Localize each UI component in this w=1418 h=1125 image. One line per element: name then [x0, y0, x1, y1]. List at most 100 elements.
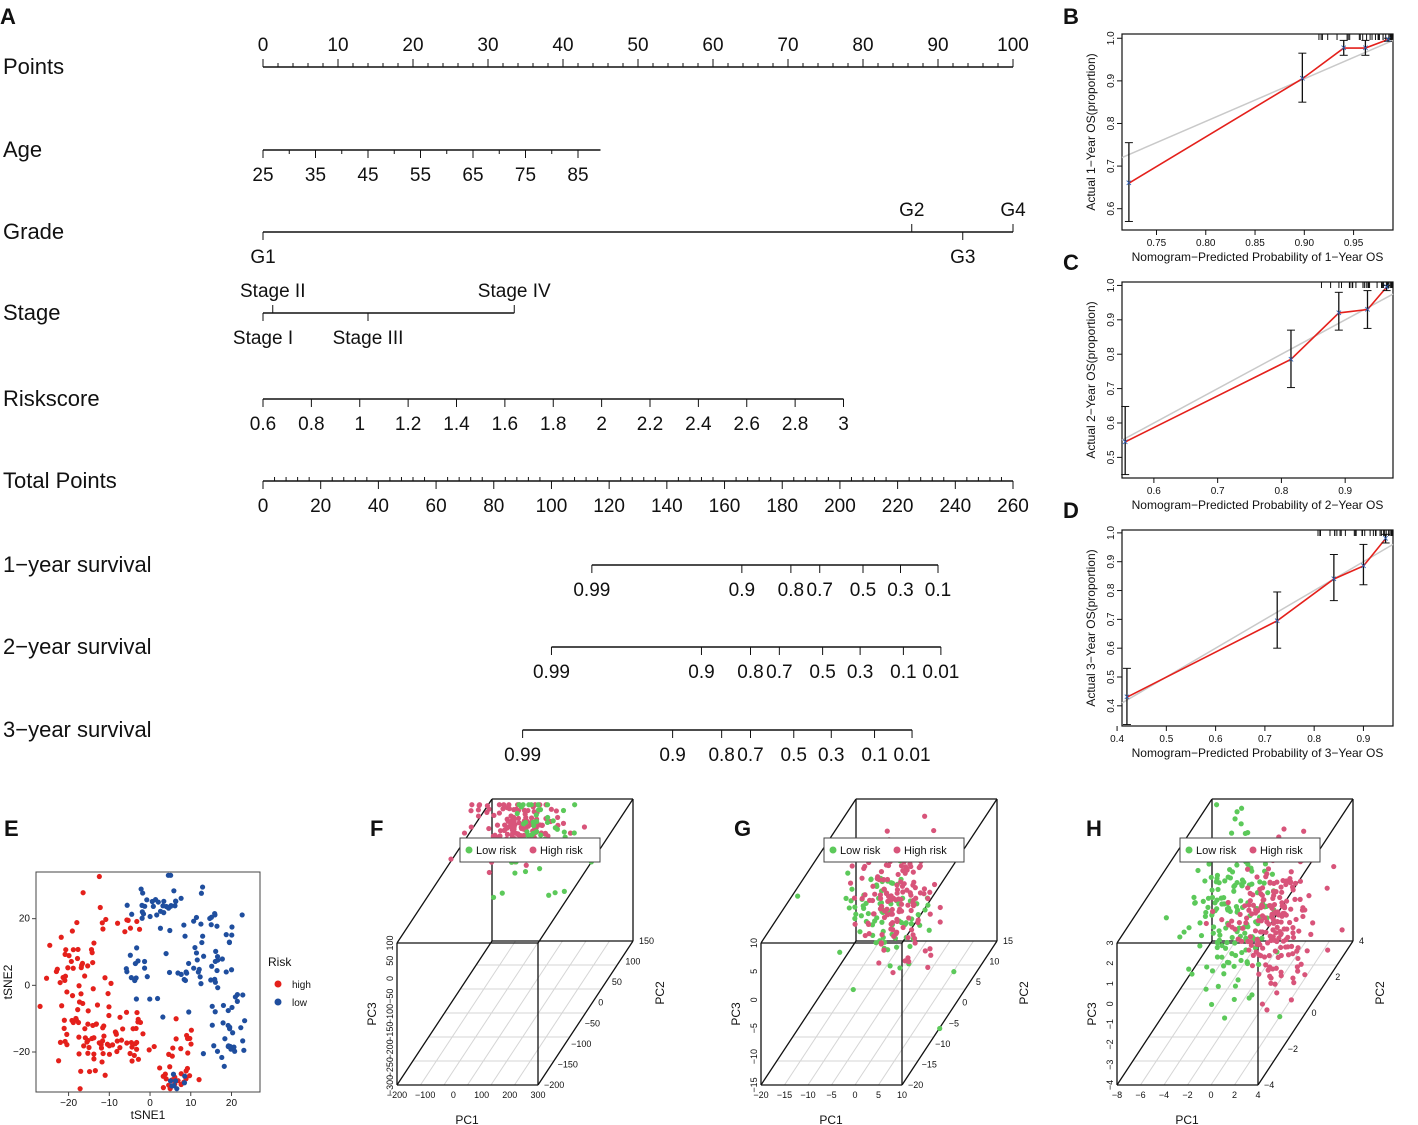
pca-point-high-risk [1288, 879, 1294, 885]
nomogram-3-year-survival-tick-label: 0.01 [894, 745, 931, 766]
z-tick-label: 0 [1105, 1001, 1115, 1006]
tsne-point-low [214, 953, 221, 960]
pca-point-high-risk [879, 932, 885, 938]
tsne-point-low [212, 979, 218, 985]
panel-g-pca-3d: −20 −15 −10 −5 0 5 10−20−15−10−5051015−15−10−5… [729, 798, 1031, 1125]
tsne-point-high [100, 1038, 106, 1044]
tsne-point-low [124, 902, 130, 908]
pca-point-low-risk [1209, 887, 1215, 893]
pca-point-low-risk [1256, 961, 1262, 967]
pca-point-high-risk [1262, 915, 1268, 921]
y-tick-label: 1.0 [1106, 31, 1117, 45]
pca-point-low-risk [1202, 913, 1208, 919]
x-axis-label: PC1 [819, 1113, 843, 1125]
x-tick-label: 0 [1208, 1090, 1213, 1100]
tsne-point-high [186, 1073, 193, 1079]
tsne-point-high [100, 1025, 106, 1031]
z-axis-label: PC3 [365, 1002, 379, 1026]
pca-point-low-risk [1211, 924, 1217, 930]
nomogram-riskscore-tick-label: 1.8 [540, 414, 566, 435]
y-tick-label: 0.6 [1106, 201, 1117, 215]
pca-point-high-risk [1229, 918, 1235, 924]
nomogram-points-tick-label: 30 [477, 35, 498, 56]
pca-point-low-risk [535, 802, 541, 808]
pca-point-high-risk [501, 827, 507, 834]
pca-point-high-risk [894, 916, 900, 922]
nomogram-riskscore-tick-label: 1 [354, 414, 365, 435]
pca-point-high-risk [910, 903, 917, 909]
pca-point-high-risk [931, 881, 938, 888]
legend-label: Low risk [1196, 845, 1237, 857]
y-tick-label: 2 [1335, 972, 1340, 982]
pca-point-low-risk [546, 892, 552, 898]
nomogram-stage-tick-label: Stage IV [478, 281, 551, 302]
pca-point-high-risk [461, 830, 468, 836]
pca-point-low-risk [1192, 900, 1198, 906]
tsne-point-high [57, 1039, 64, 1045]
pca-point-high-risk [1288, 906, 1294, 912]
tsne-point-low [182, 1073, 188, 1079]
pca-point-high-risk [876, 960, 882, 966]
pca-point-high-risk [1277, 929, 1283, 935]
pca-point-high-risk [915, 917, 921, 923]
tsne-point-high [188, 1027, 194, 1033]
pca-point-high-risk [862, 932, 868, 939]
nomogram-points-tick-label: 70 [777, 35, 798, 56]
pca-point-low-risk [887, 963, 893, 969]
x-tick-label: 0.6 [1209, 734, 1223, 745]
z-tick-label: 10 [749, 938, 759, 948]
tsne-point-high [134, 1046, 140, 1052]
pca-point-high-risk [849, 863, 855, 869]
tsne-point-high [85, 1008, 91, 1014]
tsne-point-high [68, 958, 74, 965]
pca-point-high-risk [1274, 990, 1280, 996]
pca-point-low-risk [1214, 872, 1221, 878]
x-tick-label: −6 [1135, 1090, 1145, 1100]
pca-point-high-risk [567, 830, 574, 836]
tsne-point-high [102, 975, 108, 981]
pca-point-high-risk [1247, 890, 1253, 896]
pca-point-low-risk [1231, 963, 1237, 969]
pca-point-low-risk [1224, 906, 1231, 912]
tsne-point-low [200, 933, 206, 939]
pca-point-high-risk [523, 862, 529, 868]
z-tick-label: 5 [749, 969, 759, 974]
nomogram-riskscore-tick-label: 2.4 [685, 414, 712, 435]
nomogram-points-tick-label: 40 [552, 35, 573, 56]
pca-point-high-risk [1258, 918, 1264, 924]
y-axis-label: PC2 [653, 981, 667, 1005]
pca-point-low-risk [1181, 929, 1187, 935]
tsne-point-high [89, 950, 95, 956]
tsne-point-high [75, 1019, 82, 1026]
legend-swatch-high [274, 980, 282, 988]
cube-edge [396, 798, 493, 944]
pca-point-high-risk [1282, 905, 1288, 911]
pca-point-high-risk [1244, 866, 1251, 872]
pca-point-high-risk [890, 927, 896, 933]
x-tick-label: 5 [876, 1090, 881, 1100]
x-tick-label: 0.8 [1307, 734, 1321, 745]
z-tick-label: −300 [385, 1075, 395, 1095]
tsne-point-low [169, 1083, 175, 1089]
y-tick-label: 0 [962, 998, 967, 1008]
panel-letters: A B C D E F G H [0, 4, 1102, 841]
pca-point-high-risk [1288, 943, 1295, 949]
z-tick-label: −100 [385, 1004, 395, 1024]
pca-point-low-risk [951, 969, 957, 975]
pca-point-high-risk [884, 876, 891, 883]
pca-point-low-risk [1232, 983, 1239, 989]
pca-point-high-risk [1274, 924, 1280, 931]
pca-point-low-risk [561, 888, 567, 894]
pca-point-high-risk [927, 911, 933, 917]
legend-swatch [465, 846, 473, 854]
nomogram-total-points-tick-label: 180 [766, 496, 798, 517]
pca-point-high-risk [883, 890, 889, 897]
pca-point-low-risk [1225, 874, 1231, 880]
nomogram-stage-label: Stage [3, 300, 61, 325]
pca-point-high-risk [881, 886, 887, 892]
pca-point-high-risk [859, 875, 865, 881]
tsne-point-low [183, 969, 189, 975]
pca-point-high-risk [937, 904, 943, 911]
tsne-point-high [89, 1035, 95, 1042]
tsne-point-low [140, 911, 147, 917]
